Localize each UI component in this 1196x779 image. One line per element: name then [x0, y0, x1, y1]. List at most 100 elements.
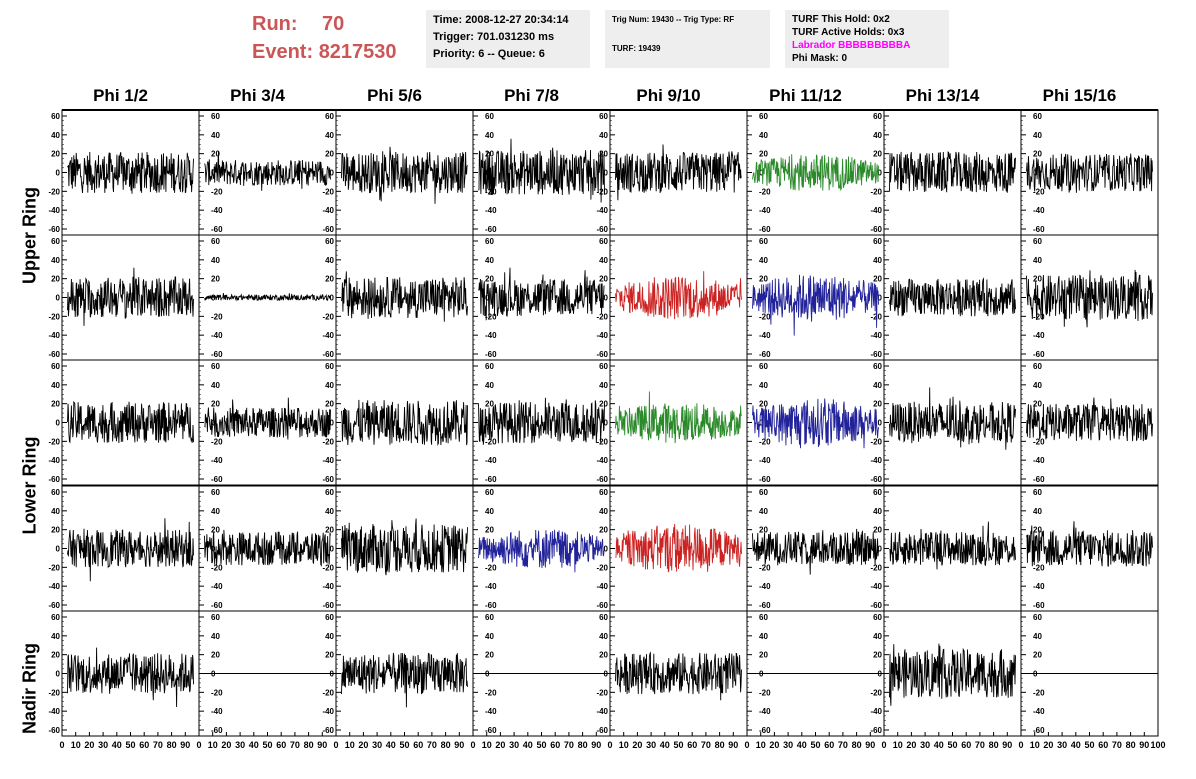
y-tick-label: 40 [485, 256, 494, 265]
y-tick-label: -40 [759, 582, 771, 591]
y-tick-label: 40 [599, 256, 608, 265]
y-tick-label: -40 [596, 582, 608, 591]
y-tick-label: -40 [870, 331, 882, 340]
y-tick-label: 40 [485, 632, 494, 641]
y-tick-label: -20 [48, 437, 60, 446]
column-header-phi-3-4: Phi 3/4 [230, 86, 285, 105]
y-tick-label: 60 [211, 362, 220, 371]
panel-frame [883, 359, 1022, 486]
y-tick-label: -60 [870, 601, 882, 610]
x-tick-label: 70 [1112, 740, 1122, 750]
y-tick-label: -20 [48, 688, 60, 697]
waveform-trace [1026, 153, 1153, 193]
waveform-trace [67, 518, 194, 582]
y-tick-label: -60 [759, 601, 771, 610]
x-tick-label: 50 [262, 740, 272, 750]
y-tick-label: -60 [1033, 350, 1045, 359]
trigger-text: Trigger: 701.031230 ms [433, 31, 555, 43]
y-tick-label: 0 [878, 545, 883, 554]
y-tick-label: 60 [599, 237, 608, 246]
x-tick-label: 10 [71, 740, 81, 750]
y-tick-label: -20 [211, 688, 223, 697]
y-tick-label: 60 [211, 613, 220, 622]
y-tick-label: 40 [1033, 131, 1042, 140]
waveform-trace [615, 391, 742, 444]
y-tick-label: -20 [485, 688, 497, 697]
y-tick-label: 60 [485, 237, 494, 246]
y-tick-label: -60 [759, 350, 771, 359]
y-tick-label: 40 [325, 507, 334, 516]
y-tick-label: -20 [596, 563, 608, 572]
y-tick-label: -20 [48, 187, 60, 196]
y-tick-label: -60 [48, 475, 60, 484]
y-tick-label: 20 [759, 651, 768, 660]
y-tick-label: 20 [485, 275, 494, 284]
x-tick-label: 40 [386, 740, 396, 750]
y-tick-label: -60 [48, 726, 60, 735]
y-tick-label: -20 [1033, 688, 1045, 697]
x-tick-label: 50 [125, 740, 135, 750]
y-tick-label: -40 [48, 206, 60, 215]
y-tick-label: 20 [1033, 150, 1042, 159]
y-tick-label: 0 [330, 294, 335, 303]
x-tick-label: 70 [838, 740, 848, 750]
y-tick-label: 60 [325, 488, 334, 497]
y-tick-label: 40 [759, 507, 768, 516]
y-tick-label: -40 [759, 707, 771, 716]
y-tick-label: -60 [211, 350, 223, 359]
y-tick-label: 20 [1033, 526, 1042, 535]
y-tick-label: 20 [51, 651, 60, 660]
x-tick-label: 30 [509, 740, 519, 750]
y-tick-label: -40 [1033, 707, 1045, 716]
x-tick-label: 60 [824, 740, 834, 750]
y-tick-label: -40 [211, 206, 223, 215]
y-tick-label: 60 [485, 613, 494, 622]
y-tick-label: 20 [759, 275, 768, 284]
x-tick-label: 50 [810, 740, 820, 750]
x-tick-label: 10 [208, 740, 218, 750]
y-tick-label: 0 [56, 670, 61, 679]
y-tick-label: 0 [1033, 670, 1038, 679]
y-tick-label: 60 [51, 488, 60, 497]
y-tick-label: -40 [322, 206, 334, 215]
waveform-trace [67, 151, 194, 194]
waveform-trace [615, 651, 742, 701]
y-tick-label: -40 [596, 331, 608, 340]
y-tick-label: -20 [759, 187, 771, 196]
turf-text: TURF: 19439 [612, 44, 661, 53]
x-tick-label: 20 [84, 740, 94, 750]
y-tick-label: -60 [1033, 225, 1045, 234]
y-tick-label: -40 [1033, 331, 1045, 340]
x-tick-label: 0 [333, 740, 338, 750]
x-tick-label: 10 [1030, 740, 1040, 750]
y-tick-label: 20 [759, 400, 768, 409]
y-tick-label: -60 [870, 225, 882, 234]
y-tick-label: -20 [1033, 563, 1045, 572]
y-tick-label: 20 [599, 526, 608, 535]
y-tick-label: 40 [599, 381, 608, 390]
y-tick-label: 60 [51, 362, 60, 371]
y-tick-label: -60 [596, 475, 608, 484]
y-tick-label: 20 [873, 400, 882, 409]
y-tick-label: 0 [878, 169, 883, 178]
y-tick-label: 60 [759, 112, 768, 121]
y-tick-label: 40 [51, 256, 60, 265]
x-tick-label: 90 [180, 740, 190, 750]
x-tick-label: 80 [304, 740, 314, 750]
y-tick-label: 60 [599, 488, 608, 497]
y-tick-label: 0 [878, 419, 883, 428]
waveform-trace [204, 151, 331, 191]
y-tick-label: 60 [325, 112, 334, 121]
y-tick-label: 0 [878, 294, 883, 303]
y-tick-label: 0 [485, 670, 490, 679]
x-tick-label: 70 [153, 740, 163, 750]
y-tick-label: -20 [322, 563, 334, 572]
waveform-trace [889, 387, 1016, 450]
x-tick-label: 90 [1002, 740, 1012, 750]
column-header-phi-13-14: Phi 13/14 [905, 86, 980, 105]
y-tick-label: 0 [330, 169, 335, 178]
y-tick-label: -40 [870, 206, 882, 215]
y-tick-label: -40 [485, 707, 497, 716]
trig-num-text: Trig Num: 19430 -- Trig Type: RF [612, 15, 735, 24]
x-tick-label: 40 [523, 740, 533, 750]
